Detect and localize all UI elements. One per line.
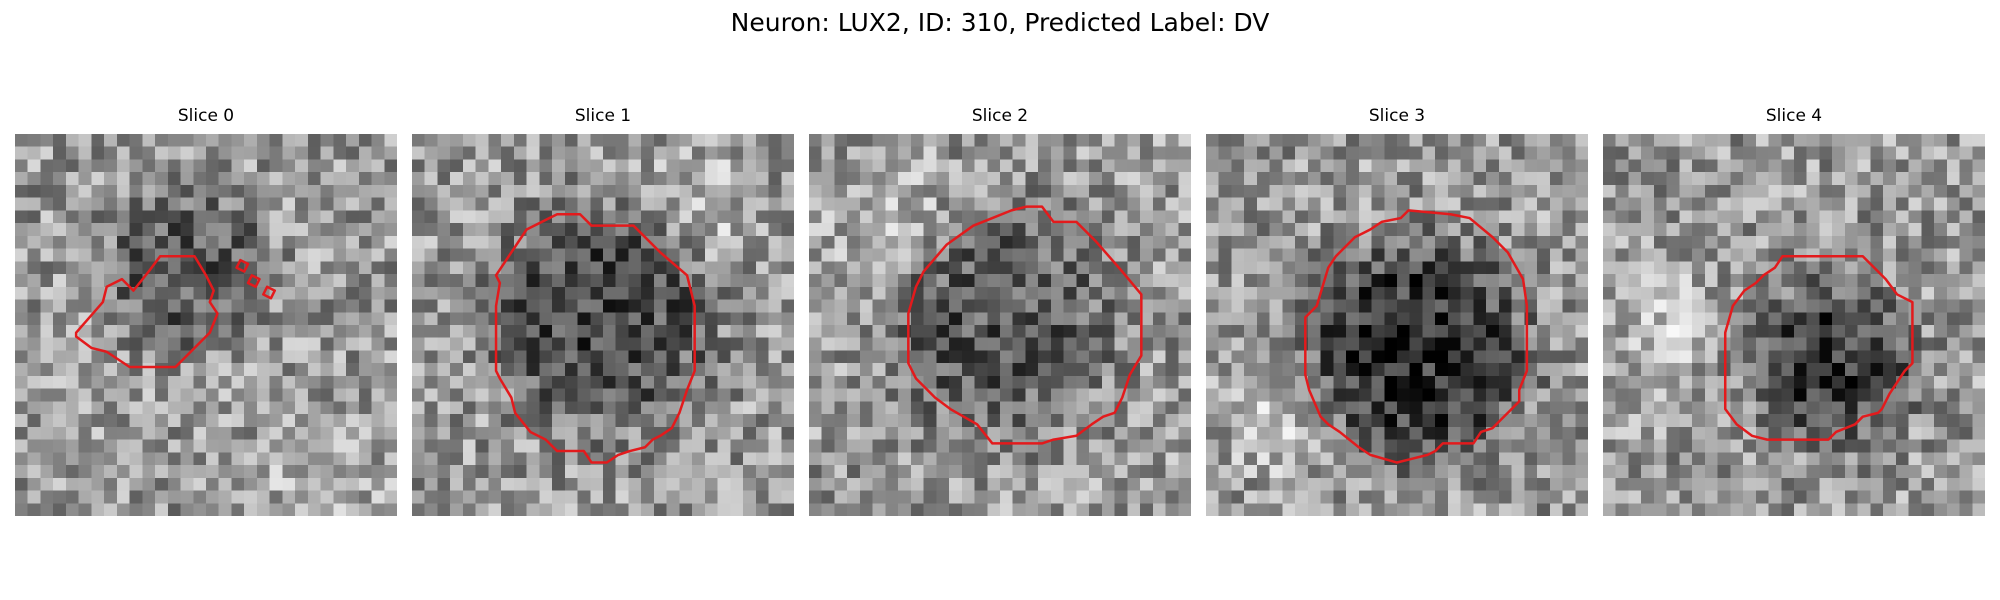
roi-contour: [76, 256, 217, 367]
slice-panel-4: Slice 4: [1603, 104, 1985, 128]
slice-panel-3: Slice 3: [1206, 104, 1588, 128]
slice-title: Slice 4: [1765, 106, 1823, 126]
slice-image: [412, 134, 794, 516]
slice-title: Slice 0: [177, 106, 235, 126]
slice-pixels: [1206, 134, 1588, 516]
roi-contour-layer: [15, 134, 397, 516]
roi-contour-layer: [412, 134, 794, 516]
roi-contour: [496, 214, 695, 462]
slice-title: Slice 1: [574, 106, 632, 126]
figure-title: Neuron: LUX2, ID: 310, Predicted Label: …: [730, 8, 1270, 37]
roi-contour-layer: [1603, 134, 1985, 516]
roi-contour-fragment: [263, 287, 274, 298]
roi-contour-fragment: [237, 260, 248, 271]
slice-pixels: [809, 134, 1191, 516]
slice-panel-2: Slice 2: [809, 104, 1191, 128]
roi-contour: [1305, 210, 1527, 462]
slice-panel-0: Slice 0: [15, 104, 397, 128]
roi-contour-layer: [1206, 134, 1588, 516]
roi-contour-layer: [809, 134, 1191, 516]
roi-contour-fragment: [248, 275, 259, 286]
slice-title: Slice 3: [1368, 106, 1426, 126]
slice-image: [1206, 134, 1588, 516]
slice-image: [809, 134, 1191, 516]
roi-contour: [1725, 256, 1912, 439]
slice-image: [15, 134, 397, 516]
slice-pixels: [412, 134, 794, 516]
roi-contour: [908, 207, 1141, 444]
slice-title: Slice 2: [971, 106, 1029, 126]
slice-pixels: [1603, 134, 1985, 516]
slice-image: [1603, 134, 1985, 516]
slice-panel-1: Slice 1: [412, 104, 794, 128]
slice-pixels: [15, 134, 397, 516]
